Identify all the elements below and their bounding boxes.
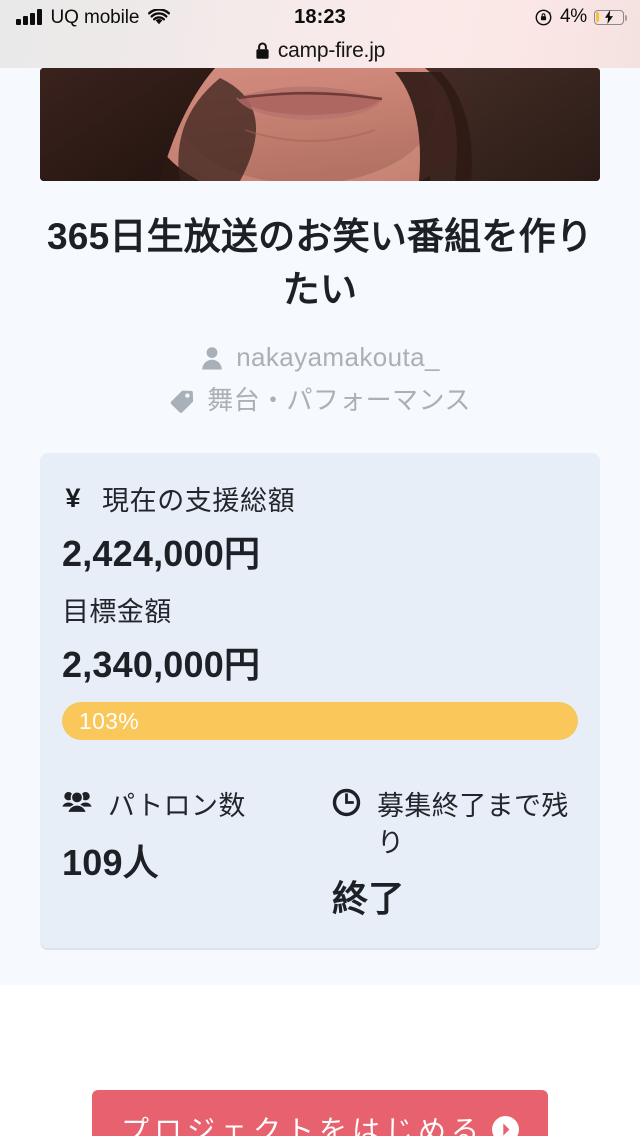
url-label: camp-fire.jp [277,39,386,62]
project-category[interactable]: 舞台・パフォーマンス [0,381,640,420]
status-bar-left: UQ mobile [16,6,171,28]
tag-icon [169,388,195,414]
person-icon [200,345,224,371]
battery-percent-label: 4% [559,6,587,27]
goal-amount-value: 2,340,000円 [62,644,261,686]
rotation-lock-icon [534,8,553,27]
patrons-value: 109人 [62,841,159,883]
deadline-stat: 募集終了まで残り 終了 [320,788,578,922]
clock-icon [332,788,361,822]
status-bar-right: 4% [534,6,627,28]
battery-charging-icon [594,9,627,25]
status-bar: UQ mobile 18:23 [0,0,640,34]
deadline-value: 終了 [332,877,405,919]
project-owner[interactable]: nakayamakouta_ [0,338,640,377]
chevron-right-circle-icon [492,1115,519,1136]
signal-bars-icon [16,9,42,25]
funding-progress-bar: 103% [62,702,578,741]
current-amount-label: 現在の支援総額 [102,486,296,517]
current-amount-heading: ¥ 現在の支援総額 [62,479,578,518]
cta-section: プロジェクトをはじめる [0,985,640,1136]
project-cover-photo [40,68,600,181]
start-project-label: プロジェクトをはじめる [120,1115,484,1136]
patrons-label: パトロン数 [108,791,246,822]
funding-progress-fill: 103% [62,702,578,741]
patrons-stat: パトロン数 109人 [62,788,320,922]
start-project-button[interactable]: プロジェクトをはじめる [92,1090,548,1136]
funding-progress-label: 103% [79,707,140,734]
current-amount-value: 2,424,000円 [62,533,261,575]
lock-icon [255,42,270,60]
page-title: 365日生放送のお笑い番組を作りたい [47,216,593,310]
deadline-label: 募集終了まで残り [377,791,569,858]
goal-amount-label: 目標金額 [62,597,172,628]
project-meta: nakayamakouta_ 舞台・パフォーマンス [0,338,640,420]
browser-chrome: UQ mobile 18:23 [0,0,640,68]
wifi-icon [148,9,171,25]
deadline-heading: 募集終了まで残り [332,788,578,861]
yen-icon: ¥ [65,483,81,514]
project-category-label: 舞台・パフォーマンス [207,385,471,416]
patrons-heading: パトロン数 [62,788,320,824]
project-owner-label: nakayamakouta_ [236,342,440,373]
carrier-label: UQ mobile [50,6,140,28]
project-stats-card: ¥ 現在の支援総額 2,424,000円 目標金額 2,340,000円 103… [40,453,600,948]
people-icon [62,788,92,821]
page-content: 365日生放送のお笑い番組を作りたい nakayamakouta_ [0,68,640,1136]
secondary-stats: パトロン数 109人 募集終了まで残り 終了 [62,788,578,922]
url-bar[interactable]: camp-fire.jp [0,34,640,68]
